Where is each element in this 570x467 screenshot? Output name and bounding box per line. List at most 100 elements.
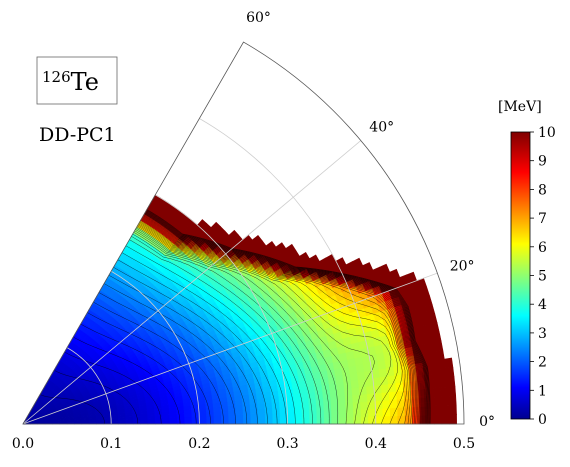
heatmap-cell <box>275 242 287 253</box>
contour-line <box>139 221 410 425</box>
heatmap-cell <box>445 367 455 378</box>
heatmap-cell <box>220 414 230 420</box>
heatmap-cell <box>433 405 443 416</box>
heatmap-cell <box>382 415 391 425</box>
contour-line <box>129 239 305 425</box>
heatmap-cell <box>336 381 345 390</box>
contour-line <box>137 224 403 425</box>
heatmap-cell <box>307 391 317 400</box>
heatmap-cell <box>314 390 324 399</box>
colorbar-tick-label: 0 <box>538 412 547 428</box>
heatmap-cell <box>294 411 303 419</box>
polar-grid <box>22 118 438 425</box>
heatmap-cell <box>367 408 377 417</box>
heatmap-cell <box>349 372 359 382</box>
heatmap-cell <box>323 410 332 418</box>
heatmap-cell <box>389 268 401 281</box>
heatmap-cell <box>343 380 353 390</box>
heatmap-cell <box>213 415 222 421</box>
heatmap-cell <box>368 415 377 425</box>
grid-arc <box>199 118 377 425</box>
heatmap-cell <box>433 396 442 407</box>
contour-line <box>144 213 425 425</box>
contour-line <box>80 323 197 425</box>
contour-line <box>134 230 339 425</box>
heatmap-cell <box>308 404 318 412</box>
contour-line <box>98 292 236 425</box>
heatmap-cell <box>337 395 347 404</box>
heatmap-cell <box>344 387 353 397</box>
heatmap-cell <box>293 399 303 407</box>
contour-line <box>141 218 416 425</box>
heatmap-cell <box>300 392 309 400</box>
colorbar-tick-label: 9 <box>538 154 547 170</box>
contour-line <box>143 215 422 425</box>
colorbar-tick-label: 8 <box>538 182 547 198</box>
heatmap-cell <box>169 420 178 425</box>
energy-contour-lines <box>40 209 431 425</box>
contour-line <box>108 274 258 425</box>
contour-line <box>145 211 428 425</box>
colorbar-ticks: 0 1 2 3 4 5 6 7 8 9 10 <box>530 125 556 428</box>
heatmap-cell <box>177 420 186 425</box>
heatmap-cell <box>448 395 457 406</box>
heatmap-cell <box>287 411 296 419</box>
heatmap-cell <box>249 403 259 410</box>
heatmap-cell <box>358 386 368 395</box>
heatmap-cell <box>321 383 331 392</box>
contour-line <box>143 214 423 425</box>
contour-line <box>146 209 430 425</box>
heatmap-cell <box>228 419 237 425</box>
heatmap-cell <box>360 401 369 410</box>
radial-tick-label: 0.0 <box>12 436 34 452</box>
heatmap-cell <box>191 419 200 425</box>
heatmap-cell <box>338 402 347 411</box>
heatmap-cell <box>242 408 251 415</box>
heatmap-cell <box>279 406 288 414</box>
contour-line <box>144 213 424 425</box>
heatmap-cell <box>366 385 375 395</box>
nucleus-mass-number: 126 <box>42 68 71 86</box>
heatmap-cell <box>448 404 457 416</box>
heatmap-cell <box>362 262 374 274</box>
heatmap-cell <box>301 417 310 425</box>
heatmap-cell <box>184 420 193 425</box>
heatmap-cell <box>382 407 391 417</box>
functional-label: DD-PC1 <box>39 124 116 146</box>
radial-tick-label: 0.3 <box>276 436 298 452</box>
heatmap-cell <box>336 388 346 397</box>
heatmap-cell <box>162 420 171 425</box>
heatmap-cell <box>387 374 396 385</box>
heatmap-cell <box>228 229 239 241</box>
heatmap-cell <box>308 398 317 406</box>
heatmap-cell <box>375 415 384 425</box>
heatmap-cell <box>301 411 310 419</box>
heatmap-cell <box>350 379 360 389</box>
heatmap-cell <box>378 367 388 378</box>
heatmap-cell <box>441 414 450 425</box>
contour-line <box>144 212 426 425</box>
radial-tick-label: 0.1 <box>100 436 122 452</box>
heatmap-cell <box>395 382 405 392</box>
contour-line <box>145 210 429 425</box>
heatmap-cell <box>309 417 318 425</box>
heatmap-cell <box>184 416 193 421</box>
contour-line <box>138 222 408 425</box>
contour-line <box>146 210 429 425</box>
heatmap-cell <box>381 391 391 401</box>
nucleus-title-box <box>36 56 118 105</box>
heatmap-cell <box>353 408 362 418</box>
heatmap-cell <box>385 366 395 377</box>
angle-tick-label: 20° <box>450 259 475 275</box>
heatmap-cell <box>431 378 441 389</box>
contour-line <box>117 259 278 425</box>
contour-line <box>142 216 420 425</box>
grid-arc <box>66 347 112 425</box>
heatmap-cell <box>440 386 449 397</box>
colorbar-tick-label: 2 <box>538 355 547 371</box>
heatmap-cell <box>287 417 296 425</box>
heatmap-cell <box>397 415 406 425</box>
contour-line <box>131 236 313 425</box>
contour-line <box>142 215 421 425</box>
heatmap-cell <box>294 417 303 425</box>
